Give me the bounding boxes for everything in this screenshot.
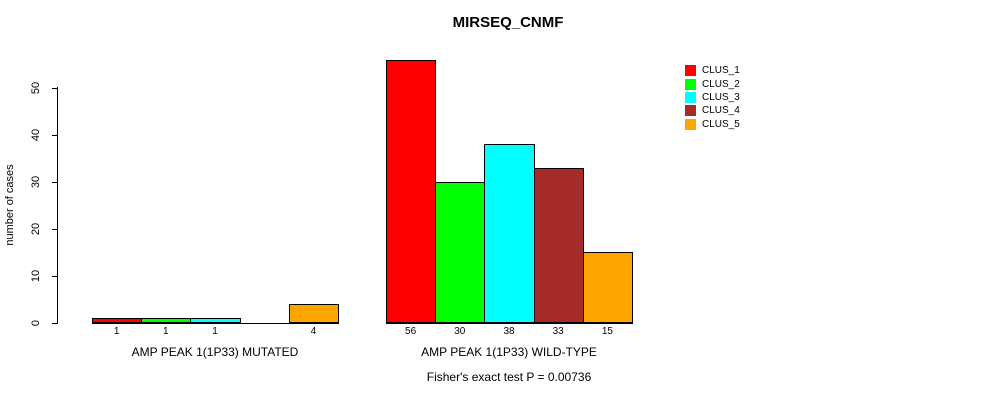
legend-item: CLUS_2 bbox=[685, 77, 740, 90]
legend-item: CLUS_5 bbox=[685, 118, 740, 131]
bar-clus_1 bbox=[386, 60, 436, 323]
y-tick-label: 30 bbox=[30, 175, 42, 189]
group-label: AMP PEAK 1(1P33) MUTATED bbox=[131, 345, 299, 359]
bar-clus_2 bbox=[141, 318, 191, 323]
y-tick-label: 40 bbox=[30, 128, 42, 142]
bar-value-label: 38 bbox=[503, 326, 515, 337]
bar-clus_5 bbox=[289, 304, 339, 323]
bar-value-label: 30 bbox=[454, 326, 466, 337]
y-tick-label: 50 bbox=[30, 81, 42, 95]
group-label: AMP PEAK 1(1P33) WILD-TYPE bbox=[421, 345, 597, 359]
y-tick bbox=[52, 323, 58, 324]
bar-value-label: 56 bbox=[405, 326, 417, 337]
bar-clus_3 bbox=[484, 144, 535, 323]
legend-swatch-icon bbox=[685, 78, 696, 90]
legend: CLUS_1 CLUS_2 CLUS_3 CLUS_4 CLUS_5 bbox=[685, 64, 740, 131]
legend-label: CLUS_2 bbox=[702, 78, 740, 90]
bar-value-label: 1 bbox=[212, 326, 218, 337]
bar-clus_1 bbox=[92, 318, 142, 323]
legend-item: CLUS_1 bbox=[685, 64, 740, 77]
y-tick bbox=[52, 229, 58, 230]
legend-swatch-icon bbox=[685, 65, 696, 77]
bar-value-label: 4 bbox=[310, 326, 317, 337]
bar-value-label: 1 bbox=[163, 326, 169, 337]
bar-value-label: 1 bbox=[113, 326, 120, 337]
group-baseline bbox=[92, 323, 339, 324]
legend-label: CLUS_1 bbox=[702, 65, 740, 77]
bar-clus_4 bbox=[534, 168, 584, 323]
legend-swatch-icon bbox=[685, 118, 696, 130]
bar-clus_2 bbox=[435, 182, 485, 323]
legend-swatch-icon bbox=[685, 105, 696, 117]
y-tick-label: 20 bbox=[30, 222, 42, 236]
y-tick bbox=[52, 135, 58, 136]
legend-swatch-icon bbox=[685, 91, 696, 103]
bar-value-label: 33 bbox=[552, 326, 564, 337]
y-tick bbox=[52, 276, 58, 277]
bar-value-label: 15 bbox=[601, 326, 613, 337]
y-axis-label: number of cases bbox=[4, 164, 16, 246]
fisher-test-annotation: Fisher's exact test P = 0.00736 bbox=[426, 370, 592, 384]
bar-clus_3 bbox=[190, 318, 241, 323]
chart-title: MIRSEQ_CNMF bbox=[452, 14, 564, 31]
group-baseline bbox=[386, 323, 633, 324]
y-tick bbox=[52, 182, 58, 183]
legend-label: CLUS_4 bbox=[702, 105, 740, 117]
y-tick bbox=[52, 88, 58, 89]
y-tick-label: 0 bbox=[30, 319, 42, 327]
legend-label: CLUS_3 bbox=[702, 91, 740, 103]
legend-label: CLUS_5 bbox=[702, 118, 740, 130]
legend-item: CLUS_4 bbox=[685, 104, 740, 117]
legend-item: CLUS_3 bbox=[685, 91, 740, 104]
y-axis-line bbox=[57, 87, 58, 324]
y-tick-label: 10 bbox=[30, 269, 42, 283]
bar-clus_5 bbox=[583, 252, 633, 323]
